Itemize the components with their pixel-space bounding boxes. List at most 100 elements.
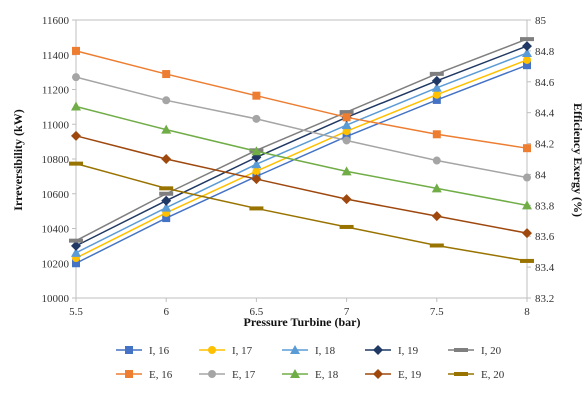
series-i-20: [69, 37, 534, 243]
data-point: [252, 114, 261, 123]
data-point: [252, 167, 261, 176]
right-tick-label: 83.6: [535, 231, 555, 243]
series-line: [75, 76, 528, 179]
series-e-17: [72, 73, 531, 182]
legend-marker: [208, 370, 216, 378]
data-point: [341, 120, 352, 130]
legend-marker: [208, 346, 216, 354]
series-layer: [69, 37, 534, 268]
right-tick-label: 83.8: [535, 200, 555, 212]
plot-area: [75, 19, 528, 299]
series-line: [75, 64, 528, 264]
data-point: [342, 132, 351, 141]
series-line: [75, 52, 528, 254]
data-point: [252, 91, 261, 100]
legend-item: E, 19: [365, 369, 422, 381]
x-tick-label: 6.5: [250, 306, 264, 318]
legend-marker: [373, 369, 383, 379]
series-i-16: [72, 61, 531, 268]
x-axis-ticks: 5.5 6 6.5 7 7.5 8: [69, 298, 530, 318]
data-point: [72, 259, 80, 268]
legend: I, 16 I, 17 I, 18 I, 19 I, 20 E, 16 E, 17 E, 18…: [116, 345, 505, 381]
x-tick-label: 7: [344, 306, 350, 318]
legend-label: I, 16: [149, 345, 170, 357]
data-point: [161, 202, 172, 212]
data-point: [71, 130, 81, 141]
data-point: [251, 159, 262, 169]
left-axis-ticks: 10000 10200 10400 10600 10800 11000 11200 11400…: [42, 15, 76, 305]
data-point: [71, 247, 81, 257]
data-point: [251, 146, 262, 156]
data-point: [522, 48, 532, 58]
series-line: [75, 105, 528, 207]
legend-label: E, 20: [481, 369, 505, 381]
legend-item: I, 18: [282, 345, 336, 357]
x-tick-label: 5.5: [69, 306, 83, 318]
left-tick-label: 11200: [42, 85, 70, 97]
legend-label: I, 19: [398, 345, 419, 357]
legend-item: E, 20: [448, 369, 505, 381]
data-point: [161, 124, 172, 134]
series-i-18: [71, 48, 532, 257]
data-point: [523, 55, 531, 64]
legend-item: E, 18: [282, 369, 339, 381]
legend-item: I, 20: [448, 345, 502, 357]
left-tick-label: 11600: [42, 15, 70, 27]
data-point: [431, 75, 442, 86]
legend-label: E, 19: [398, 369, 422, 381]
legend-marker: [454, 372, 468, 376]
data-point: [71, 240, 81, 251]
left-tick-label: 10600: [42, 189, 70, 201]
right-tick-label: 84.4: [535, 108, 555, 120]
data-point: [162, 214, 171, 223]
legend-marker: [290, 369, 300, 378]
right-axis-ticks: 83.2 83.4 83.6 83.8 84 84.2 84.4 84.6 84.8 85: [527, 15, 555, 305]
data-point: [523, 144, 531, 153]
data-point: [432, 156, 441, 165]
data-point: [342, 136, 351, 145]
legend-label: I, 17: [232, 345, 253, 357]
data-point: [342, 113, 351, 122]
right-tick-label: 84: [535, 169, 547, 181]
data-point: [71, 101, 81, 111]
data-point: [159, 191, 174, 196]
legend-label: E, 18: [315, 369, 339, 381]
data-point: [162, 70, 171, 79]
data-point: [429, 71, 444, 76]
right-tick-label: 84.2: [535, 139, 554, 151]
series-e-19: [71, 130, 532, 239]
legend-label: E, 17: [232, 369, 256, 381]
series-e-20: [69, 161, 534, 263]
data-point: [431, 211, 442, 222]
data-point: [161, 195, 172, 206]
data-point: [432, 90, 441, 99]
data-point: [522, 200, 532, 210]
left-tick-label: 10800: [42, 154, 70, 166]
x-tick-label: 7.5: [430, 306, 444, 318]
data-point: [341, 166, 352, 176]
legend-marker: [125, 346, 133, 354]
series-e-18: [71, 101, 532, 210]
data-point: [161, 154, 172, 164]
data-point: [339, 110, 354, 115]
data-point: [523, 173, 531, 182]
data-point: [339, 224, 354, 229]
data-point: [69, 238, 83, 243]
legend-marker: [373, 345, 383, 355]
series-line: [75, 45, 528, 247]
data-point: [520, 37, 534, 42]
right-tick-label: 83.4: [535, 262, 555, 274]
data-point: [162, 96, 171, 105]
x-axis-title: Pressure Turbine (bar): [244, 315, 361, 329]
right-tick-label: 84.6: [535, 77, 555, 89]
series-i-19: [71, 41, 532, 251]
legend-item: I, 17: [199, 345, 253, 357]
data-point: [72, 46, 80, 55]
legend-label: I, 20: [481, 345, 502, 357]
series-line: [75, 50, 528, 149]
data-point: [431, 183, 442, 193]
legend-item: E, 16: [116, 369, 173, 381]
data-point: [522, 41, 532, 52]
data-point: [431, 82, 442, 92]
